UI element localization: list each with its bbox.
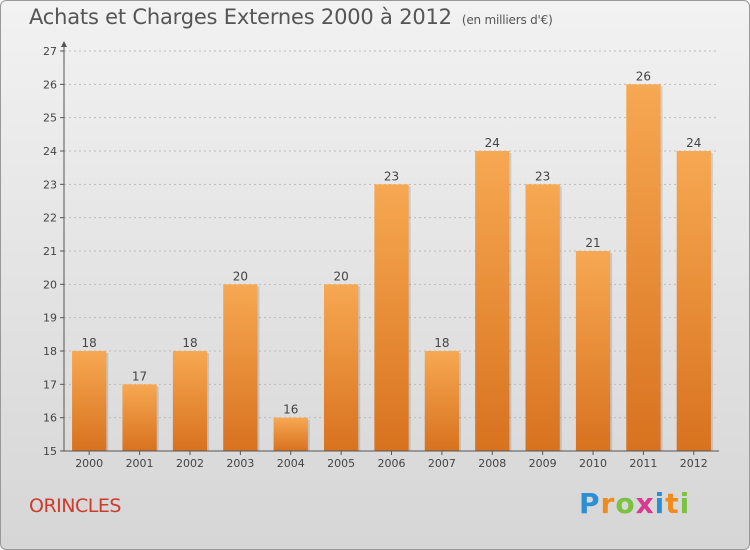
y-axis-arrow xyxy=(61,41,67,47)
bar xyxy=(172,351,208,451)
logo-letter: t xyxy=(665,487,680,520)
y-tick-label: 20 xyxy=(43,278,57,291)
x-tick-label: 2003 xyxy=(226,457,254,470)
bar xyxy=(676,151,711,451)
x-tick-label: 2006 xyxy=(378,457,406,470)
logo-letter: P xyxy=(579,487,601,520)
x-tick-label: 2000 xyxy=(75,457,103,470)
chart-subtitle: (en milliers d'€) xyxy=(461,13,553,27)
bar xyxy=(374,184,409,452)
labels: 15 16 17 18 19 20 21 22 23 24 25 26 27 18 2000 17 2001 18… xyxy=(43,45,708,470)
y-tick-label: 15 xyxy=(43,445,57,458)
y-tick-label: 22 xyxy=(43,212,57,225)
bar xyxy=(223,284,258,451)
y-tick-label: 17 xyxy=(43,378,57,391)
x-tick-label: 2010 xyxy=(579,457,607,470)
data-label: 21 xyxy=(585,236,600,250)
data-label: 23 xyxy=(535,169,550,183)
bar xyxy=(323,284,359,451)
data-label: 16 xyxy=(283,403,298,417)
y-tick-label: 16 xyxy=(43,412,57,425)
x-tick-label: 2004 xyxy=(277,457,305,470)
bar xyxy=(72,351,107,451)
y-tick-label: 24 xyxy=(43,145,57,158)
bar xyxy=(575,251,611,451)
data-label: 26 xyxy=(636,69,651,83)
x-tick-label: 2002 xyxy=(176,457,204,470)
chart-title: Achats et Charges Externes 2000 à 2012 (e… xyxy=(29,5,553,29)
y-tick-label: 21 xyxy=(43,245,57,258)
x-tick-label: 2008 xyxy=(478,457,506,470)
y-tick-label: 23 xyxy=(43,178,57,191)
data-label: 24 xyxy=(686,136,701,150)
y-tick-label: 19 xyxy=(43,312,57,325)
chart-title-text: Achats et Charges Externes 2000 à 2012 xyxy=(29,5,452,29)
data-label: 17 xyxy=(132,369,147,383)
proxiti-logo: Proxiti xyxy=(579,487,690,520)
axes xyxy=(60,41,719,455)
data-label: 18 xyxy=(182,336,197,350)
x-tick-label: 2012 xyxy=(680,457,708,470)
logo-letter: x xyxy=(635,487,655,520)
data-label: 20 xyxy=(333,269,348,283)
y-tick-label: 18 xyxy=(43,345,57,358)
data-label: 18 xyxy=(82,336,97,350)
bar xyxy=(475,151,510,451)
y-tick-label: 26 xyxy=(43,78,57,91)
x-tick-label: 2011 xyxy=(629,457,657,470)
bars xyxy=(72,84,713,452)
y-tick-label: 25 xyxy=(43,112,57,125)
data-label: 23 xyxy=(384,169,399,183)
data-label: 24 xyxy=(485,136,500,150)
bar xyxy=(424,351,460,451)
bar xyxy=(525,184,560,452)
data-label: 20 xyxy=(233,269,248,283)
x-tick-label: 2009 xyxy=(529,457,557,470)
x-tick-label: 2005 xyxy=(327,457,355,470)
y-tick-label: 27 xyxy=(43,45,57,58)
place-name: ORINCLES xyxy=(29,495,121,517)
x-tick-label: 2007 xyxy=(428,457,456,470)
data-label: 18 xyxy=(434,336,449,350)
logo-letter: i xyxy=(654,487,666,520)
bar xyxy=(273,417,308,451)
bar xyxy=(122,384,157,451)
logo-letter: i xyxy=(679,487,691,520)
logo-letter: o xyxy=(615,487,636,520)
bar xyxy=(626,84,661,451)
logo-letter: r xyxy=(600,487,616,520)
x-tick-label: 2001 xyxy=(126,457,154,470)
